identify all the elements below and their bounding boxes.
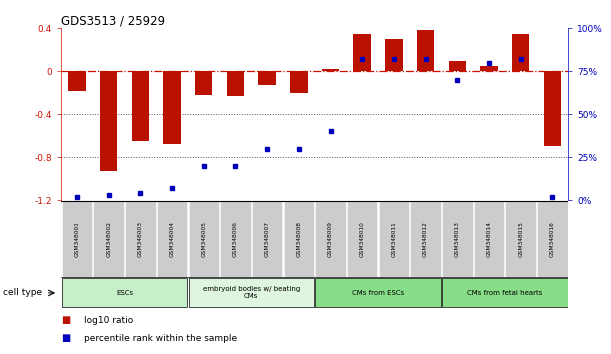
Bar <box>62 201 92 277</box>
Bar <box>544 71 561 146</box>
Bar <box>195 71 213 95</box>
Text: GSM348010: GSM348010 <box>360 221 365 257</box>
Bar <box>385 39 403 71</box>
Text: GSM348002: GSM348002 <box>106 221 111 257</box>
Text: embryoid bodies w/ beating
CMs: embryoid bodies w/ beating CMs <box>203 286 300 299</box>
Bar <box>442 201 472 277</box>
Text: GSM348016: GSM348016 <box>550 221 555 257</box>
Bar <box>480 66 498 71</box>
Text: percentile rank within the sample: percentile rank within the sample <box>84 333 238 343</box>
Text: CMs from ESCs: CMs from ESCs <box>352 290 404 296</box>
Bar <box>315 279 441 307</box>
Bar <box>315 201 346 277</box>
Bar <box>505 201 536 277</box>
Bar <box>62 279 187 307</box>
Bar <box>448 61 466 71</box>
Text: ■: ■ <box>61 333 70 343</box>
Bar <box>252 201 282 277</box>
Text: GSM348011: GSM348011 <box>392 221 397 257</box>
Bar <box>537 201 568 277</box>
Text: ■: ■ <box>61 315 70 325</box>
Bar <box>93 201 124 277</box>
Bar <box>220 201 251 277</box>
Text: cell type: cell type <box>3 289 42 297</box>
Bar <box>354 34 371 71</box>
Text: GSM348003: GSM348003 <box>138 221 143 257</box>
Bar <box>284 201 314 277</box>
Text: GSM348004: GSM348004 <box>169 221 175 257</box>
Bar <box>125 201 156 277</box>
Text: GSM348006: GSM348006 <box>233 221 238 257</box>
Bar <box>347 201 378 277</box>
Text: GSM348008: GSM348008 <box>296 221 301 257</box>
Text: CMs from fetal hearts: CMs from fetal hearts <box>467 290 543 296</box>
Bar <box>442 279 568 307</box>
Bar <box>512 34 529 71</box>
Bar <box>157 201 187 277</box>
Text: ESCs: ESCs <box>116 290 133 296</box>
Text: GSM348007: GSM348007 <box>265 221 269 257</box>
Bar <box>68 71 86 91</box>
Bar <box>258 71 276 85</box>
Text: GSM348014: GSM348014 <box>486 221 491 257</box>
Text: GSM348001: GSM348001 <box>75 221 79 257</box>
Bar <box>417 30 434 71</box>
Bar <box>322 69 339 71</box>
Bar <box>131 71 149 141</box>
Bar <box>189 279 314 307</box>
Text: GSM348009: GSM348009 <box>328 221 333 257</box>
Bar <box>227 71 244 96</box>
Text: GSM348012: GSM348012 <box>423 221 428 257</box>
Bar <box>290 71 307 93</box>
Bar <box>100 71 117 171</box>
Text: GSM348005: GSM348005 <box>201 221 207 257</box>
Bar <box>474 201 504 277</box>
Bar <box>189 201 219 277</box>
Bar <box>163 71 181 144</box>
Bar <box>411 201 441 277</box>
Bar <box>379 201 409 277</box>
Text: GDS3513 / 25929: GDS3513 / 25929 <box>61 14 165 27</box>
Text: log10 ratio: log10 ratio <box>84 316 134 325</box>
Text: GSM348015: GSM348015 <box>518 221 523 257</box>
Text: GSM348013: GSM348013 <box>455 221 460 257</box>
